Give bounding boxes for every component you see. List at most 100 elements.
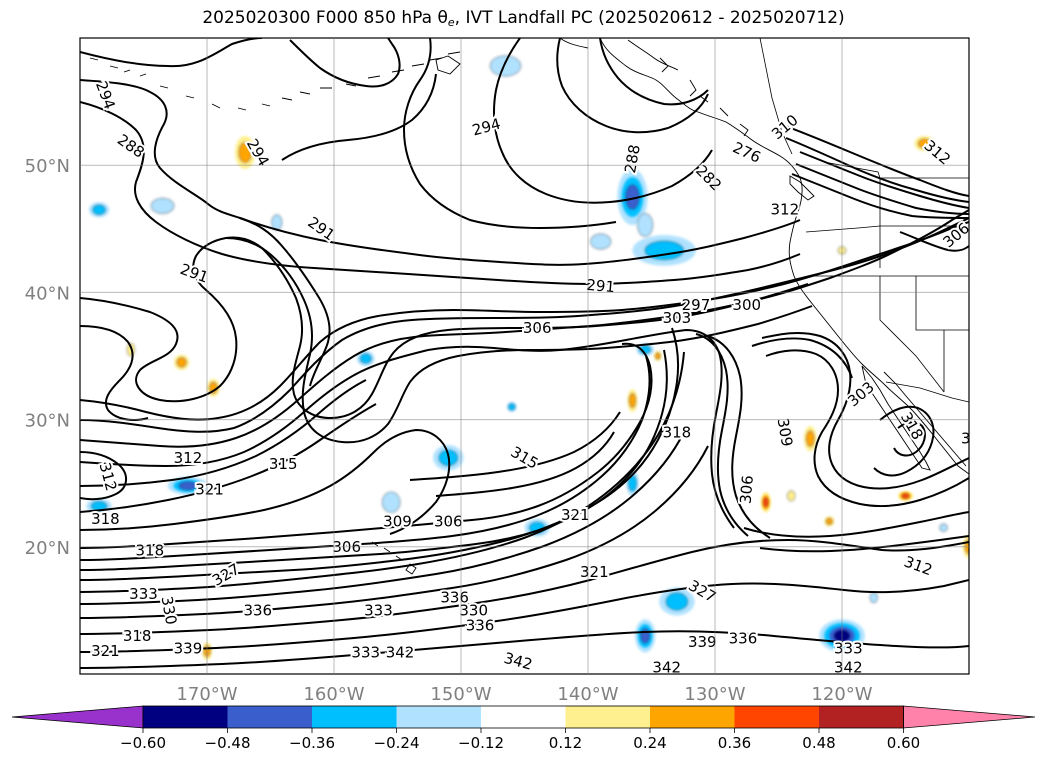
contour-line [403, 38, 617, 229]
latitude-label: 40°N [25, 283, 70, 304]
contour-line [80, 451, 127, 501]
alaska-coastline [559, 38, 749, 137]
contour-line [80, 209, 969, 448]
contour-label: 306 [523, 319, 552, 337]
ivt-patch [381, 491, 401, 513]
contour-label: 333 [129, 585, 158, 603]
ivt-patch [914, 135, 935, 152]
contour-line [80, 579, 969, 653]
california-nevada-border [879, 276, 945, 393]
ivt-level [590, 233, 612, 250]
ivt-patch [824, 516, 835, 527]
contour-line [80, 355, 651, 561]
contour-label: 321 [561, 506, 590, 524]
ivt-level [806, 430, 815, 447]
contour-label: 342 [834, 659, 863, 677]
contour-line [80, 429, 451, 535]
ivt-patch [637, 213, 654, 237]
contour-label: 309 [383, 512, 412, 530]
contour-line [751, 337, 853, 379]
ivt-patch [654, 350, 662, 362]
ivt-patch [627, 389, 638, 412]
contour-label: 318 [663, 423, 692, 441]
ivt-patch [803, 425, 817, 452]
contour-label: 342 [652, 659, 681, 677]
ivt-patch [506, 401, 517, 412]
contour-label: 312 [174, 449, 203, 467]
ivt-level [787, 490, 796, 502]
ivt-patch [167, 476, 209, 495]
ivt-level [939, 523, 948, 532]
contour-label: 303 [663, 309, 692, 327]
contour-label: 336 [729, 629, 758, 647]
colorbar-segment [734, 706, 819, 728]
ivt-level [508, 403, 516, 411]
ivt-patch [869, 592, 878, 604]
contour-label: 315 [269, 455, 298, 473]
washington-oregon-border [805, 225, 969, 233]
colorbar-segment [227, 706, 312, 728]
ivt-patch [897, 490, 914, 502]
contour-label: 333 [834, 640, 863, 658]
contour-line [743, 511, 969, 538]
latitude-label: 30°N [25, 411, 70, 432]
colorbar-segment [396, 706, 481, 728]
contour-line [80, 379, 367, 487]
map-frame [79, 37, 970, 675]
contour-label: 300 [732, 296, 761, 314]
theta-e-contours [80, 38, 969, 669]
colorbar-segment [819, 706, 904, 728]
us-mexico-border [885, 381, 969, 403]
ivt-patch [150, 197, 175, 214]
vancouver-island [789, 175, 815, 201]
contour-line [289, 38, 401, 88]
colorbar-segment [565, 706, 650, 728]
ivt-patch [787, 490, 796, 502]
colorbar-tick-label: 0.24 [633, 734, 666, 752]
contour-line [80, 79, 801, 266]
contour-line [80, 217, 969, 433]
contour-line [281, 73, 437, 161]
contour-line [795, 163, 969, 215]
contour-line [761, 331, 969, 490]
political-borders-layer [759, 38, 969, 403]
latitude-label: 50°N [25, 156, 70, 177]
contour-label: 297 [682, 296, 711, 314]
contour-line [785, 137, 969, 203]
latitude-label: 20°N [25, 538, 70, 559]
map-title: 2025020300 F000 850 hPa θe, IVT Landfall… [202, 8, 845, 29]
colorbar-tick-label: −0.24 [374, 734, 420, 752]
ivt-patch [173, 354, 190, 370]
colorbar-under-triangle [11, 705, 144, 729]
ivt-level [665, 592, 688, 611]
contour-line [80, 351, 685, 593]
ivt-level [150, 197, 175, 214]
contour-line [80, 349, 429, 467]
contour-line [80, 38, 263, 68]
colorbar-tick-label: 0.60 [887, 734, 920, 752]
contour-line [225, 237, 813, 444]
contour-line [80, 403, 377, 513]
colorbar-segment [650, 706, 735, 728]
baja-california [861, 365, 931, 471]
contour-line [80, 630, 969, 669]
ivt-patch [939, 523, 948, 532]
kodiak-island [435, 55, 461, 75]
north-america-coastline [599, 38, 969, 475]
alaska-canada-border [759, 38, 793, 155]
contour-label: 312 [771, 201, 800, 219]
contour-line [80, 349, 668, 571]
contour-label: 342 [386, 643, 415, 661]
longitude-label: 150°W [430, 684, 491, 705]
colorbar-over-triangle [903, 705, 1036, 729]
ivt-level [763, 497, 769, 507]
contour-line [261, 247, 809, 419]
ivt-level [655, 352, 661, 360]
contour-line [80, 539, 969, 635]
colorbar-tick-label: 0.36 [718, 734, 751, 752]
ivt-patch [88, 202, 110, 218]
contour-label: 321 [91, 642, 120, 660]
contour-label: 336 [466, 617, 495, 635]
longitude-label: 120°W [811, 684, 872, 705]
graticule [80, 38, 969, 674]
